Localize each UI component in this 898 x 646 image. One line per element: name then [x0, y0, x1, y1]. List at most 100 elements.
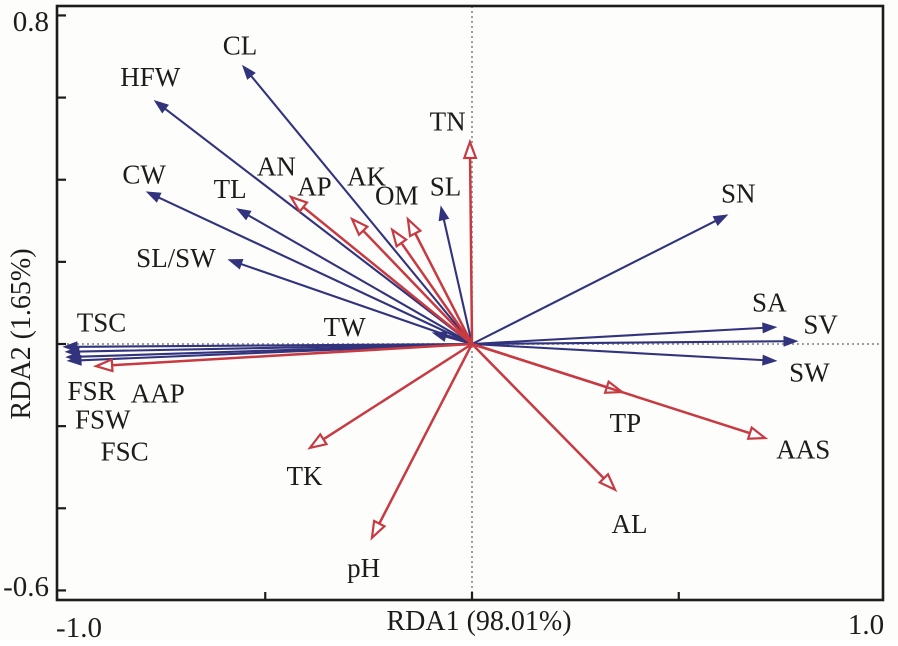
biplot-arrows	[62, 64, 799, 541]
arrow-shaft	[414, 232, 474, 345]
arrow-shaft	[471, 219, 717, 345]
open-arrowhead	[406, 216, 423, 238]
filled-arrowhead	[438, 205, 450, 222]
arrow-shaft	[240, 263, 473, 345]
filled-arrowhead	[712, 214, 729, 227]
filled-arrowhead	[783, 335, 799, 347]
arrow-shaft	[400, 242, 474, 345]
arrow-shaft	[471, 340, 785, 346]
label-OM: OM	[375, 181, 419, 211]
label-AP: AP	[297, 172, 332, 202]
filled-arrowhead	[762, 354, 778, 366]
filled-arrowhead	[762, 322, 778, 334]
arrow-AK	[390, 227, 474, 345]
label-CL: CL	[223, 30, 258, 60]
open-arrowhead	[462, 138, 478, 160]
arrow-OM	[406, 216, 474, 345]
label-AL: AL	[612, 509, 648, 539]
filled-arrowhead	[153, 99, 169, 114]
arrow-CW	[145, 191, 473, 345]
arrow-TK	[307, 342, 473, 450]
open-arrowhead	[390, 227, 409, 249]
filled-arrowhead	[66, 354, 82, 366]
arrow-shaft	[471, 343, 605, 480]
arrow-AL	[471, 343, 618, 493]
arrow-shaft	[247, 214, 473, 345]
label-FSR: FSR	[68, 376, 116, 406]
arrow-shaft	[164, 107, 473, 345]
label-SL: SL	[430, 172, 462, 202]
x-axis-title: RDA1 (98.01%)	[386, 606, 571, 637]
open-arrowhead	[746, 425, 769, 440]
label-AAS: AAS	[776, 435, 830, 465]
arrow-shaft	[471, 342, 751, 435]
arrow-shaft	[445, 335, 473, 346]
label-TSC: TSC	[77, 308, 127, 338]
arrow-SL	[438, 205, 474, 345]
filled-arrowhead	[227, 259, 244, 270]
arrow-shaft	[378, 343, 474, 525]
arrow-shaft	[442, 219, 474, 345]
arrow-shaft	[112, 342, 473, 367]
arrow-shaft	[471, 326, 764, 346]
label-TN: TN	[430, 106, 466, 136]
arrow-AN	[288, 194, 473, 345]
arrow-AAP	[92, 342, 473, 373]
filled-arrowhead	[242, 64, 256, 80]
arrow-SV	[471, 335, 799, 347]
y-axis-title: RDA2 (1.65%)	[6, 248, 37, 419]
plot-border	[55, 4, 885, 602]
label-HFW: HFW	[120, 62, 181, 92]
arrow-SL/SW	[227, 259, 473, 345]
label-SL/SW: SL/SW	[136, 243, 216, 273]
x-tick-label-left: -1.0	[56, 612, 102, 641]
arrow-shaft	[362, 229, 473, 345]
label-SN: SN	[721, 179, 756, 209]
arrow-shaft	[468, 157, 474, 345]
arrow-TL	[235, 208, 473, 345]
label-CW: CW	[122, 159, 166, 189]
label-SA: SA	[752, 288, 787, 318]
label-FSW: FSW	[75, 405, 131, 435]
arrow-shaft	[250, 75, 473, 345]
arrow-SN	[471, 214, 729, 345]
arrow-shaft	[471, 342, 764, 362]
x-tick-label-right: 1.0	[848, 609, 884, 641]
label-pH: pH	[347, 553, 380, 583]
arrow-SA	[471, 322, 778, 346]
arrow-SW	[471, 342, 778, 366]
arrow-CL	[242, 64, 473, 345]
arrow-TN	[462, 138, 478, 345]
label-TP: TP	[610, 408, 642, 438]
filled-arrowhead	[235, 208, 252, 221]
arrow-HFW	[153, 99, 473, 345]
axis-ticks	[58, 14, 680, 599]
arrow-shaft	[158, 196, 473, 345]
open-arrowhead	[288, 194, 309, 214]
arrow-TW	[431, 331, 473, 346]
open-arrowhead	[370, 519, 387, 541]
arrow-pH	[370, 343, 474, 541]
filled-arrowhead	[431, 331, 448, 342]
arrow-shaft	[322, 342, 473, 441]
arrow-shaft	[302, 206, 473, 345]
label-TK: TK	[287, 461, 323, 491]
label-TL: TL	[214, 174, 247, 204]
y-tick-label-bottom: -0.6	[3, 571, 49, 603]
label-TW: TW	[324, 312, 366, 342]
open-arrowhead	[597, 472, 618, 493]
arrow-AP	[349, 216, 473, 345]
y-tick-label-top: 0.8	[13, 6, 49, 38]
label-AK: AK	[347, 161, 386, 191]
arrow-AAS	[471, 342, 769, 440]
filled-arrowhead	[145, 191, 162, 203]
label-SV: SV	[803, 310, 838, 340]
open-arrowhead	[307, 432, 329, 450]
label-AAP: AAP	[131, 378, 185, 408]
open-arrowhead	[92, 357, 114, 373]
label-FSC: FSC	[101, 437, 149, 467]
label-AN: AN	[257, 152, 296, 182]
